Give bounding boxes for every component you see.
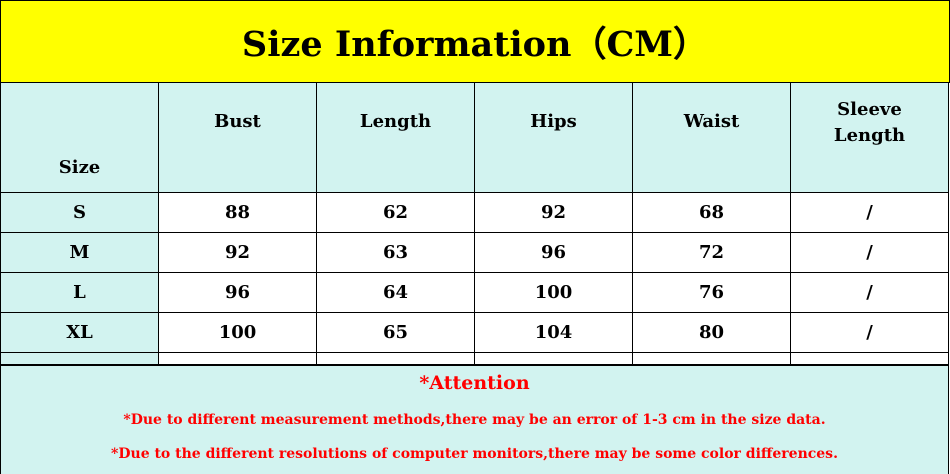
size-label-cell: XL: [0, 312, 159, 353]
header-length: Length: [316, 82, 475, 193]
measurement-cell: 80: [632, 312, 791, 353]
measurement-cell: /: [790, 312, 949, 353]
measurement-cell: /: [790, 192, 949, 233]
header-size: Size: [0, 82, 159, 193]
color-note: *Due to the different resolutions of com…: [111, 446, 838, 462]
measurement-cell: 65: [316, 312, 475, 353]
header-waist: Waist: [632, 82, 791, 193]
table-row: L 96 64 100 76/: [0, 272, 949, 313]
measurement-cell: 104: [474, 312, 633, 353]
table-row: XL 100 65 104 80/: [0, 312, 949, 353]
measurement-cell: /: [790, 272, 949, 313]
measurement-cell: /: [790, 232, 949, 273]
measurement-cell: 62: [316, 192, 475, 233]
table-row: M 92 63 96 72/: [0, 232, 949, 273]
measurement-cell: 63: [316, 232, 475, 273]
measurement-cell: 92: [158, 232, 317, 273]
measurement-cell: 64: [316, 272, 475, 313]
table-row: S 88 62 92 68/: [0, 192, 949, 233]
chart-title: Size Information（CM）: [0, 0, 950, 83]
measurement-cell: 96: [474, 232, 633, 273]
attention-heading: *Attention: [419, 372, 530, 394]
measurement-cell: 88: [158, 192, 317, 233]
header-sleeve-length: Sleeve Length: [790, 82, 949, 193]
header-row: Size Bust Length Hips Waist Sleeve Lengt…: [0, 82, 949, 193]
header-bust: Bust: [158, 82, 317, 193]
measurement-cell: 76: [632, 272, 791, 313]
size-label-cell: S: [0, 192, 159, 233]
measurement-cell: 68: [632, 192, 791, 233]
size-label-cell: M: [0, 232, 159, 273]
measurement-cell: 72: [632, 232, 791, 273]
size-label-cell: L: [0, 272, 159, 313]
attention-footer: *Attention *Due to different measurement…: [0, 364, 949, 474]
measurement-cell: 100: [474, 272, 633, 313]
measurement-note: *Due to different measurement methods,th…: [123, 412, 826, 428]
measurement-cell: 92: [474, 192, 633, 233]
header-hips: Hips: [474, 82, 633, 193]
measurement-cell: 100: [158, 312, 317, 353]
size-table: Size Bust Length Hips Waist Sleeve Lengt…: [0, 82, 949, 393]
measurement-cell: 96: [158, 272, 317, 313]
